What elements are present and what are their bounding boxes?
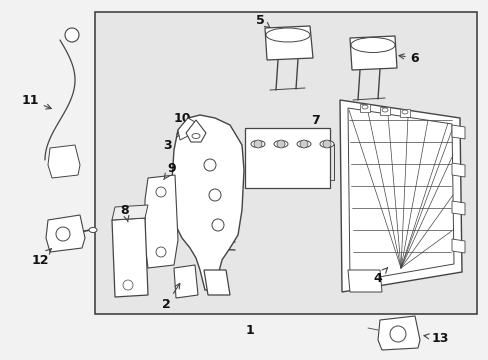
Text: 7: 7: [310, 113, 319, 126]
Text: 5: 5: [255, 14, 269, 28]
Text: 13: 13: [423, 332, 448, 345]
Bar: [399, 109, 409, 117]
Polygon shape: [112, 218, 148, 297]
Circle shape: [389, 326, 405, 342]
Text: 4: 4: [373, 268, 386, 284]
Text: 11: 11: [21, 94, 51, 109]
Ellipse shape: [296, 140, 310, 148]
Polygon shape: [172, 115, 244, 290]
Polygon shape: [178, 118, 195, 140]
Polygon shape: [339, 100, 461, 292]
Ellipse shape: [361, 105, 367, 109]
Ellipse shape: [192, 134, 200, 139]
Circle shape: [203, 159, 216, 171]
Circle shape: [123, 280, 133, 290]
Text: 10: 10: [173, 112, 195, 129]
Polygon shape: [451, 239, 464, 253]
Text: 12: 12: [31, 249, 51, 266]
Circle shape: [299, 140, 307, 148]
Circle shape: [208, 189, 221, 201]
Bar: [379, 107, 389, 115]
Ellipse shape: [273, 140, 287, 148]
Text: 1: 1: [245, 324, 254, 337]
Bar: [359, 104, 369, 112]
Polygon shape: [377, 316, 419, 350]
Circle shape: [65, 28, 79, 42]
Polygon shape: [349, 36, 396, 70]
Circle shape: [156, 187, 165, 197]
Polygon shape: [451, 163, 464, 177]
Ellipse shape: [265, 28, 309, 42]
Text: 3: 3: [163, 133, 182, 152]
Text: 8: 8: [121, 203, 129, 222]
Ellipse shape: [250, 140, 264, 148]
Polygon shape: [185, 120, 205, 142]
Circle shape: [212, 219, 224, 231]
Polygon shape: [46, 215, 85, 252]
Polygon shape: [203, 270, 229, 295]
Polygon shape: [48, 145, 80, 178]
Polygon shape: [451, 201, 464, 215]
Circle shape: [156, 247, 165, 257]
Ellipse shape: [401, 110, 407, 114]
Text: 6: 6: [398, 51, 418, 64]
Ellipse shape: [319, 140, 333, 148]
Polygon shape: [174, 265, 198, 298]
Text: 9: 9: [163, 162, 176, 180]
Circle shape: [253, 140, 262, 148]
Polygon shape: [244, 128, 329, 188]
Circle shape: [56, 227, 70, 241]
Polygon shape: [145, 175, 178, 268]
Polygon shape: [451, 125, 464, 139]
Polygon shape: [347, 270, 381, 292]
Bar: [95, 12, 476, 314]
Ellipse shape: [350, 37, 394, 53]
Text: 2: 2: [162, 283, 180, 311]
Ellipse shape: [381, 108, 387, 112]
Ellipse shape: [89, 228, 97, 233]
Circle shape: [276, 140, 285, 148]
Polygon shape: [264, 26, 312, 60]
Polygon shape: [112, 205, 148, 220]
Circle shape: [323, 140, 330, 148]
